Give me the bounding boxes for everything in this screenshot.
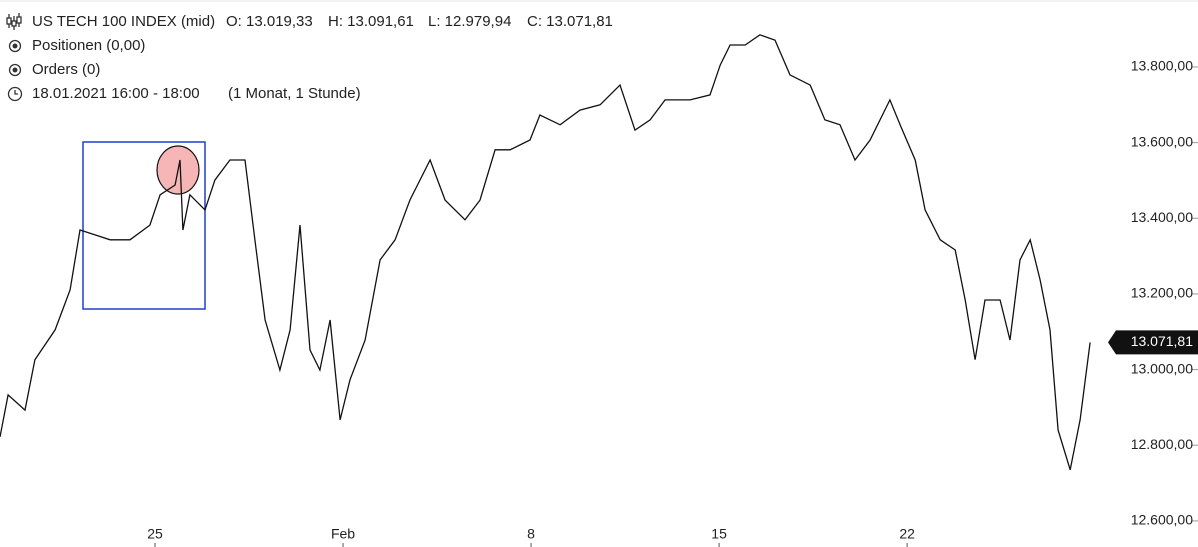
orders-icon	[8, 63, 22, 77]
positions[interactable]: Positionen (0,00)	[32, 37, 145, 54]
period: 18.01.2021 16:00 - 18:00	[32, 85, 200, 102]
header: US TECH 100 INDEX (mid) O: 13.019,33 H: …	[6, 13, 613, 102]
price-tag-bg	[1108, 330, 1198, 355]
price-tag: 13.071,81	[1131, 333, 1193, 349]
box-annotation[interactable]	[82, 141, 206, 310]
ohlc-close: C: 13.071,81	[527, 13, 613, 30]
x-tick-label: Feb	[331, 526, 355, 542]
orders[interactable]: Orders (0)	[32, 61, 100, 78]
price-line	[0, 34, 1091, 470]
y-tick-label: 13.400,00	[1131, 209, 1193, 225]
y-tick-label: 12.600,00	[1131, 512, 1193, 528]
y-tick-label: 13.200,00	[1131, 285, 1193, 301]
instrument-title: US TECH 100 INDEX (mid)	[32, 13, 215, 30]
y-tick-label: 13.600,00	[1131, 133, 1193, 149]
y-tick-label: 13.800,00	[1131, 58, 1193, 74]
orders-icon-dot	[12, 67, 18, 73]
ohlc-low: L: 12.979,94	[428, 13, 511, 30]
positions-icon-dot	[12, 43, 18, 49]
x-tick-label: 15	[711, 526, 727, 542]
positions-icon	[8, 39, 22, 53]
x-tick-label: 25	[147, 526, 163, 542]
clock-icon	[7, 86, 23, 102]
x-tick-label: 22	[899, 526, 915, 542]
x-tick-label: 8	[527, 526, 535, 542]
chart-icon	[6, 13, 22, 30]
y-tick-label: 13.000,00	[1131, 360, 1193, 376]
y-tick-label: 12.800,00	[1131, 436, 1193, 452]
ohlc-high: H: 13.091,61	[328, 13, 414, 30]
ohlc-open: O: 13.019,33	[226, 13, 313, 30]
interval[interactable]: (1 Monat, 1 Stunde)	[228, 85, 361, 102]
clock-hands	[14, 90, 18, 95]
